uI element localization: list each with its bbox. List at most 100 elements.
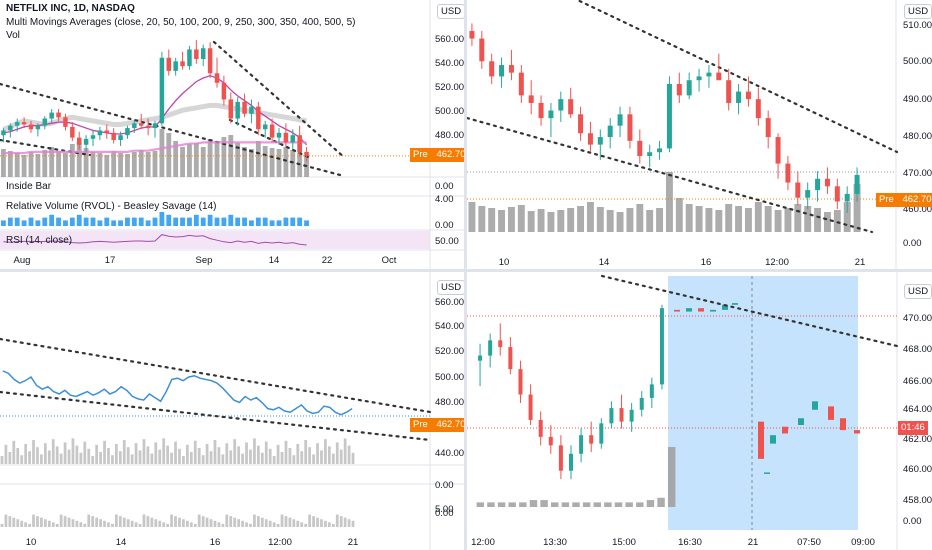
volume-bar — [209, 451, 213, 464]
volume-bar — [16, 448, 20, 464]
candle-body — [283, 132, 289, 143]
extended-hours-candle — [686, 308, 692, 312]
volume-bar — [207, 139, 213, 177]
volume-bar — [255, 141, 261, 177]
currency-badge[interactable]: USD — [437, 280, 464, 295]
volume-bar — [118, 153, 123, 177]
volume-bar — [853, 184, 861, 232]
candle-body — [637, 140, 643, 156]
lower-volume-bar — [296, 520, 300, 527]
lower-volume-bar — [209, 519, 213, 527]
line-chart-pane[interactable]: 560.00 540.00 520.00 500.00 480.00 440.00 0.00… — [0, 272, 464, 550]
candle-body — [649, 384, 654, 398]
x-axis-tick: Sep — [196, 255, 213, 266]
y-axis-tick: 0.00 — [435, 220, 454, 231]
lower-volume-bar — [32, 514, 35, 527]
currency-badge[interactable]: USD — [437, 4, 464, 19]
horizontal-pane-divider[interactable] — [0, 269, 932, 272]
extended-hours-selection[interactable] — [668, 276, 858, 530]
volume-bar — [764, 206, 772, 232]
x-axis-tick: 21 — [748, 537, 759, 548]
candle-body — [49, 112, 54, 119]
volume-bar — [63, 153, 68, 177]
volume-bar — [744, 208, 752, 232]
rvol-bar — [76, 214, 82, 226]
lower-volume-bar — [241, 520, 244, 527]
candle-body — [558, 445, 563, 471]
lower-volume-bar — [67, 517, 71, 527]
y-axis-tick: 462.00 — [903, 434, 932, 445]
rvol-bar — [290, 217, 296, 226]
candle-body — [56, 112, 61, 118]
extended-hours-chart-pane[interactable]: 470.00 468.00 466.00 464.00 462.00 460.00 458.… — [467, 272, 932, 550]
candle-body — [35, 125, 41, 130]
x-axis-tick: 21 — [855, 257, 866, 268]
volume-bar — [134, 443, 138, 464]
daily-chart-pane[interactable]: 560.00 540.00 520.00 500.00 480.00 0.00 4.00 0.… — [0, 0, 464, 269]
vertical-pane-divider[interactable] — [464, 0, 467, 550]
candle-body — [568, 99, 574, 115]
volume-bar — [646, 500, 655, 507]
volume-bar — [320, 450, 323, 464]
volume-bar — [187, 144, 192, 177]
candle-body — [1, 130, 6, 136]
rvol-bar — [28, 217, 34, 226]
volume-bar — [507, 207, 515, 232]
y-axis-tick: 540.00 — [435, 321, 464, 332]
volume-bar — [300, 451, 304, 464]
volume-bar — [487, 502, 495, 507]
extended-hours-candle — [812, 401, 818, 410]
y-axis-tick: 540.00 — [435, 58, 464, 69]
lower-volume-bar — [249, 523, 252, 527]
volume-bar — [75, 445, 79, 464]
volume-bar — [675, 198, 683, 232]
candle-body — [28, 124, 34, 130]
y-axis-tick: 520.00 — [435, 82, 464, 93]
y-axis-tick: 0.00 — [435, 181, 454, 192]
volume-bar — [276, 149, 282, 177]
y-axis-tick: 5.00 — [435, 504, 454, 515]
rvol-bar — [159, 212, 165, 226]
y-axis-tick: 510.00 — [903, 20, 932, 31]
candle-body — [159, 57, 165, 124]
volume-bar — [233, 439, 237, 464]
candle-body — [599, 423, 604, 444]
volume-bar — [284, 440, 288, 464]
candle-body — [166, 57, 172, 71]
currency-badge[interactable]: USD — [904, 284, 932, 299]
candle-body — [755, 99, 761, 119]
volume-bar — [547, 212, 555, 232]
candle-body — [499, 65, 505, 77]
trend-line-upper — [212, 40, 347, 160]
volume-bar — [87, 448, 91, 464]
extended-hours-candle — [798, 418, 804, 426]
volume-bar — [122, 440, 126, 464]
time-price-tag: 01:46 — [898, 421, 928, 435]
rvol-bar — [83, 217, 89, 226]
rvol-bar — [200, 217, 206, 226]
lower-volume-bar — [300, 522, 304, 527]
pre-value: 462.70 — [902, 194, 932, 205]
volume-bar — [28, 152, 34, 177]
candle-body — [21, 122, 27, 125]
candle-body — [795, 182, 801, 198]
candle-body — [14, 122, 20, 126]
intraday-chart-pane[interactable]: 510.00 500.00 490.00 480.00 470.00 460.00 0.00… — [467, 0, 932, 269]
rvol-bar — [276, 220, 282, 226]
candle-body — [548, 436, 553, 446]
lower-volume-bar — [351, 520, 355, 527]
volume-bar — [572, 502, 580, 507]
volume-bar — [283, 147, 289, 177]
volume-bar — [221, 454, 225, 464]
rvol-bar — [138, 217, 144, 226]
y-axis-tick: 520.00 — [435, 346, 464, 357]
candle-body — [824, 178, 830, 187]
currency-badge[interactable]: USD — [904, 4, 932, 19]
volume-bar — [162, 438, 166, 464]
volume-bar — [193, 440, 197, 464]
candle-body — [173, 61, 178, 71]
lower-volume-bar — [126, 519, 130, 527]
lower-volume-bar — [59, 514, 63, 527]
candle-body — [242, 101, 247, 114]
candle-body — [579, 435, 584, 454]
